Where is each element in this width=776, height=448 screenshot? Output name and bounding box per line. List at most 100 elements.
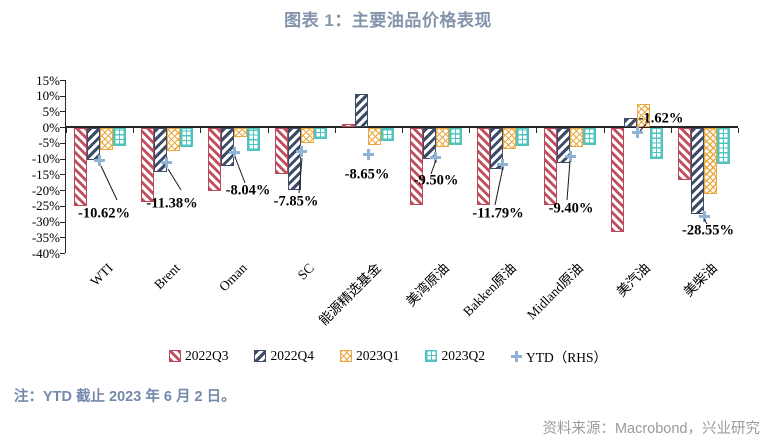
bar-2022Q3-美柴油 xyxy=(678,128,692,181)
y-axis-label: 5% xyxy=(42,103,60,119)
bar-2022Q4-美柴油 xyxy=(691,128,705,215)
x-axis-tick xyxy=(469,127,471,133)
bar-2022Q3-Bakken原油 xyxy=(476,128,490,206)
y-axis-tick xyxy=(60,221,65,223)
ytd-marker-美柴油 xyxy=(698,211,710,223)
bar-2022Q3-美汽油 xyxy=(611,128,625,232)
bar-2023Q1-美湾原油 xyxy=(435,128,449,148)
bar-2023Q1-WTI xyxy=(99,128,113,151)
bar-2022Q3-能源精选基金 xyxy=(342,124,356,128)
bar-2023Q2-美汽油 xyxy=(650,128,664,159)
ytd-marker-WTI xyxy=(94,155,106,167)
bar-2023Q1-能源精选基金 xyxy=(368,128,382,146)
legend-label: 2023Q2 xyxy=(441,348,485,363)
ytd-data-label-Bakken原油: -11.79% xyxy=(472,205,524,222)
ytd-data-label-Midland原油: -9.40% xyxy=(548,200,594,217)
bar-2022Q4-Brent xyxy=(153,128,167,172)
bar-2023Q1-Midland原油 xyxy=(570,128,583,148)
ytd-data-label-WTI: -10.62% xyxy=(78,205,130,222)
y-axis-tick xyxy=(60,253,65,254)
ytd-data-label-SC: -7.85% xyxy=(273,193,319,210)
y-axis-tick xyxy=(60,237,65,239)
ytd-data-label-美湾原油: -9.50% xyxy=(413,172,459,189)
y-axis-label: -15% xyxy=(31,166,60,182)
y-axis-label: -40% xyxy=(31,245,60,261)
legend-item-2023Q1: 2023Q1 xyxy=(339,348,400,364)
footnote: 注：YTD 截止 2023 年 6 月 2 日。 xyxy=(14,389,236,405)
x-axis-tick xyxy=(738,127,739,133)
ytd-data-label-美汽油: -1.62% xyxy=(638,110,684,127)
bar-2023Q2-美柴油 xyxy=(717,128,731,165)
bar-2022Q3-Midland原油 xyxy=(544,128,557,206)
y-axis-label: 10% xyxy=(36,88,60,104)
bar-2022Q3-美湾原油 xyxy=(409,128,423,206)
bar-2023Q1-Brent xyxy=(166,128,180,152)
ytd-data-label-能源精选基金: -8.65% xyxy=(344,166,390,183)
chart-legend: 2022Q3 2022Q4 2023Q1 2023Q2 YTD（RHS） xyxy=(0,346,776,366)
y-axis-tick xyxy=(60,158,65,160)
y-axis-label: 0% xyxy=(42,119,60,135)
bar-2023Q1-美柴油 xyxy=(704,128,718,195)
ytd-marker-Bakken原油 xyxy=(497,158,509,170)
bar-2023Q2-Brent xyxy=(179,128,193,147)
y-axis-label: -30% xyxy=(31,214,60,230)
bar-2022Q4-美湾原油 xyxy=(422,128,436,160)
bar-2023Q2-Midland原油 xyxy=(583,128,596,145)
y-axis-line xyxy=(64,80,66,253)
bar-2023Q2-能源精选基金 xyxy=(381,128,395,142)
legend-swatch-crosshatch xyxy=(339,350,352,362)
bar-2022Q4-Midland原油 xyxy=(557,128,570,163)
chart-title: 图表 1：主要油品价格表现 xyxy=(284,11,492,30)
bar-2022Q4-能源精选基金 xyxy=(355,93,369,128)
legend-label: YTD（RHS） xyxy=(525,350,607,365)
data-source: 资料来源：Macrobond，兴业研究 xyxy=(542,421,760,437)
legend-item-2023Q2: 2023Q2 xyxy=(425,348,485,364)
x-axis-tick xyxy=(200,127,202,133)
y-axis-tick xyxy=(60,174,65,176)
legend-item-2022Q3: 2022Q3 xyxy=(168,348,229,364)
y-axis-label: -20% xyxy=(31,182,60,198)
bar-2022Q3-SC xyxy=(275,128,289,175)
x-axis-tick xyxy=(536,127,538,133)
bar-2022Q4-WTI xyxy=(86,128,100,160)
y-axis-tick xyxy=(60,95,65,97)
bar-2022Q3-WTI xyxy=(73,128,87,206)
y-axis-tick xyxy=(60,190,65,192)
ytd-data-label-Oman: -8.04% xyxy=(225,182,271,199)
bar-2023Q1-Oman xyxy=(234,128,247,138)
bar-2022Q3-Brent xyxy=(140,128,154,203)
x-axis-tick xyxy=(66,127,67,133)
ytd-marker-美汽油 xyxy=(631,126,643,138)
y-axis-label: -35% xyxy=(31,229,60,245)
x-axis-line xyxy=(66,126,738,128)
legend-item-YTD（RHS）: YTD（RHS） xyxy=(510,346,607,366)
legend-label: 2022Q4 xyxy=(270,348,314,363)
y-axis-tick xyxy=(60,127,65,129)
legend-label: 2022Q3 xyxy=(184,348,229,363)
bar-2023Q2-Oman xyxy=(247,128,260,151)
x-axis-tick xyxy=(133,127,135,133)
bar-2023Q2-Bakken原油 xyxy=(515,128,529,147)
bar-2023Q2-WTI xyxy=(112,128,126,147)
x-axis-tick xyxy=(267,127,269,133)
ytd-marker-能源精选基金 xyxy=(362,148,374,160)
bar-2023Q2-美湾原油 xyxy=(448,128,462,146)
y-axis-label: -5% xyxy=(38,135,60,151)
x-axis-tick xyxy=(334,127,336,133)
y-axis-label: 15% xyxy=(36,72,60,88)
ytd-marker-Oman xyxy=(228,146,240,158)
legend-swatch-grid xyxy=(425,350,438,362)
bar-2023Q1-SC xyxy=(301,128,315,143)
x-axis-tick xyxy=(603,127,605,133)
ytd-marker-SC xyxy=(295,146,307,158)
ytd-data-label-Brent: -11.38% xyxy=(146,195,198,212)
bar-2023Q1-Bakken原油 xyxy=(502,128,516,150)
y-axis-label: -25% xyxy=(31,198,60,214)
bar-2023Q2-SC xyxy=(314,128,328,139)
legend-swatch-cross-marker-icon xyxy=(510,350,522,362)
y-axis-tick xyxy=(60,111,65,113)
bar-2022Q4-SC xyxy=(288,128,302,191)
legend-item-2022Q4: 2022Q4 xyxy=(254,348,314,364)
legend-label: 2023Q1 xyxy=(355,348,400,363)
